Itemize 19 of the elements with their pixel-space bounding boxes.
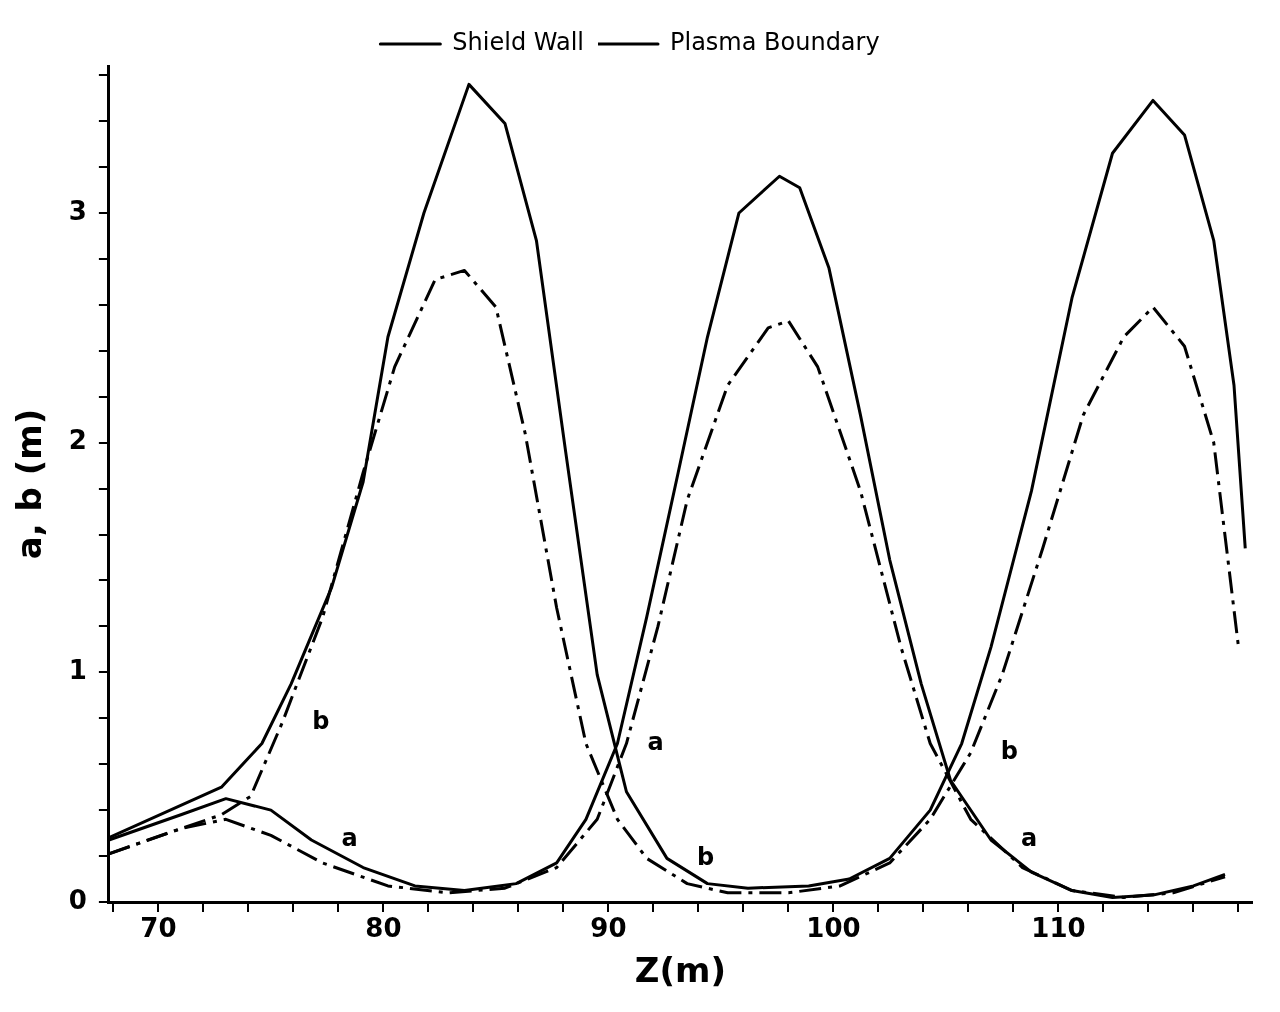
legend-label: Plasma Boundary — [670, 28, 880, 57]
x-tick-label: 90 — [590, 913, 627, 944]
annotation: a — [341, 824, 358, 853]
x-tick-label: 110 — [1031, 913, 1086, 944]
annotation: b — [1000, 736, 1018, 765]
y-tick-label: 3 — [68, 195, 87, 226]
x-tick-label: 80 — [365, 913, 402, 944]
y-tick-label: 2 — [68, 425, 87, 456]
y-tick-label: 1 — [68, 655, 87, 686]
x-axis-title: Z(m) — [634, 950, 727, 991]
y-tick-label: 0 — [68, 884, 87, 915]
annotation: a — [647, 727, 664, 756]
x-tick-label: 100 — [806, 913, 861, 944]
y-axis-title: a, b (m) — [9, 408, 50, 560]
annotation: b — [312, 707, 330, 736]
annotation: a — [1020, 824, 1038, 853]
annotation: b — [696, 842, 715, 871]
legend-label: Shield Wall — [452, 28, 585, 57]
x-tick-label: 70 — [140, 913, 177, 944]
